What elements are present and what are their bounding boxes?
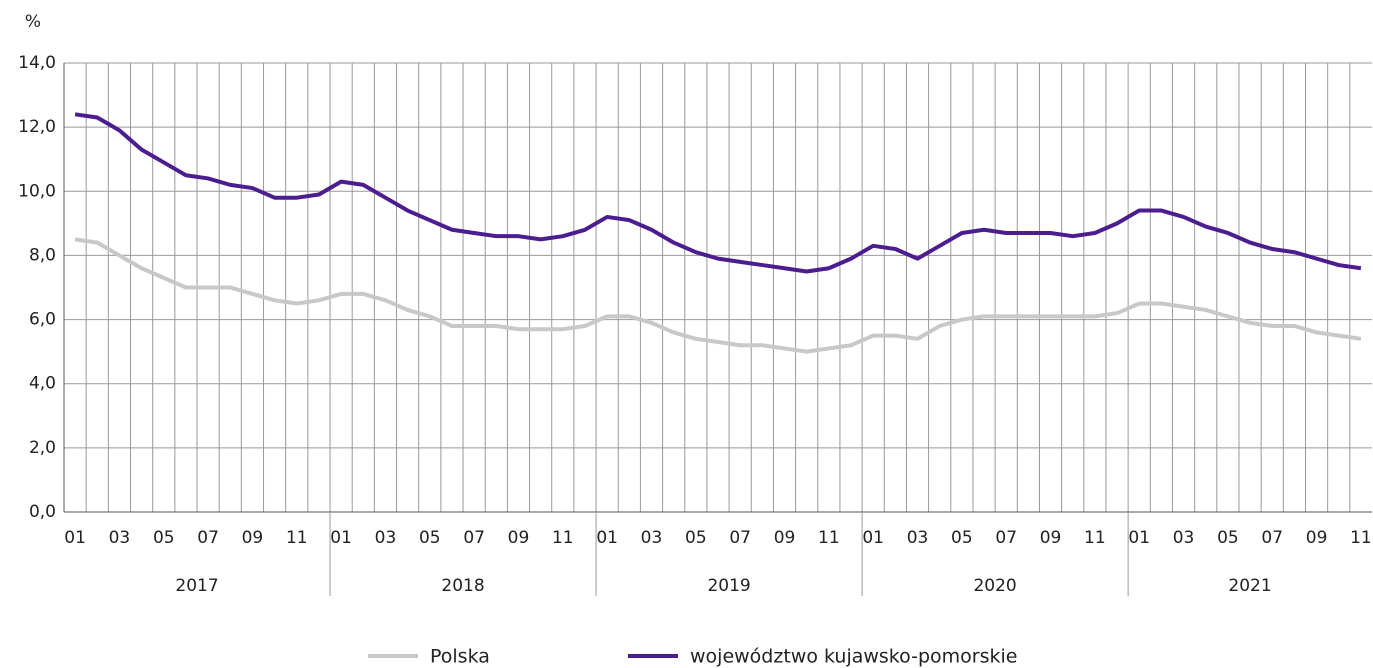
y-tick-label: 14,0 [18,53,56,73]
group-label: 2018 [441,576,484,596]
x-tick-label: 09 [774,528,796,548]
x-tick-label: 11 [1350,528,1372,548]
x-tick-label: 01 [1128,528,1150,548]
group-label: 2020 [973,576,1016,596]
y-tick-label: 0,0 [29,502,56,522]
x-tick-label: 07 [1261,528,1283,548]
x-tick-label: 05 [685,528,707,548]
x-tick-label: 01 [64,528,86,548]
x-tick-label: 11 [1084,528,1106,548]
x-tick-label: 03 [375,528,397,548]
x-tick-label: 09 [1040,528,1062,548]
group-label: 2019 [707,576,750,596]
x-tick-label: 11 [552,528,574,548]
x-tick-label: 01 [330,528,352,548]
series-line [74,112,1362,274]
y-tick-label: 12,0 [18,117,56,137]
x-tick-label: 09 [508,528,530,548]
x-tick-label: 03 [907,528,929,548]
x-tick-label: 03 [109,528,131,548]
x-tick-label: 11 [286,528,308,548]
x-tick-label: 01 [862,528,884,548]
y-tick-label: 2,0 [29,438,56,458]
legend-label: województwo kujawsko-pomorskie [690,646,1017,668]
x-tick-label: 09 [242,528,264,548]
x-tick-label: 03 [1173,528,1195,548]
y-tick-label: 10,0 [18,181,56,201]
x-tick-label: 05 [153,528,175,548]
group-label: 2017 [175,576,218,596]
x-tick-label: 05 [1217,528,1239,548]
y-tick-label: 8,0 [29,245,56,265]
x-tick-label: 05 [419,528,441,548]
x-tick-label: 07 [197,528,219,548]
x-tick-label: 07 [729,528,751,548]
x-tick-label: 03 [641,528,663,548]
x-tick-label: 01 [596,528,618,548]
legend-label: Polska [430,646,490,668]
y-tick-label: 6,0 [29,310,56,330]
group-label: 2021 [1228,576,1271,596]
x-tick-label: 05 [951,528,973,548]
x-tick-label: 07 [463,528,485,548]
x-tick-label: 09 [1306,528,1328,548]
x-tick-label: 11 [818,528,840,548]
y-tick-label: 4,0 [29,374,56,394]
series-line [74,237,1362,354]
x-tick-label: 07 [995,528,1017,548]
y-axis-label: % [25,12,41,32]
